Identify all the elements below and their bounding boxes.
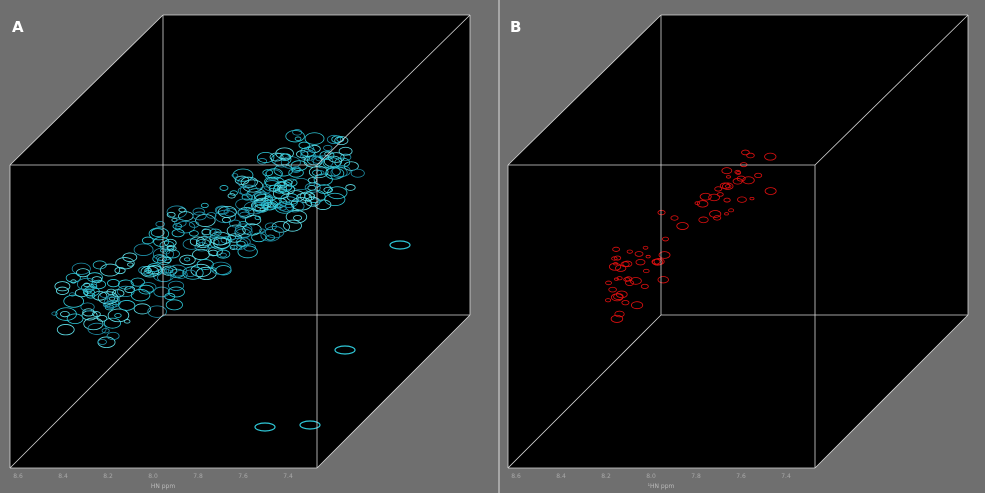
x-tick-label: 8.2 bbox=[103, 473, 113, 480]
x-tick-label: 8.6 bbox=[13, 473, 23, 480]
x-axis-label: HN ppm bbox=[151, 483, 176, 490]
x-tick-label: 8.0 bbox=[646, 473, 656, 480]
panel-label: B bbox=[510, 18, 521, 36]
figure: A 8.6 8.4 8.2 8.0 7.8 7.6 7.4 HN ppm B 8.6 8.4 8.2 8.… bbox=[0, 0, 985, 493]
x-tick-label: 7.4 bbox=[781, 473, 791, 480]
x-tick-label: 8.2 bbox=[601, 473, 611, 480]
panel-label: A bbox=[12, 18, 24, 36]
x-tick-label: 8.6 bbox=[511, 473, 521, 480]
x-tick-label: 7.8 bbox=[691, 473, 701, 480]
x-tick-label: 8.0 bbox=[148, 473, 158, 480]
x-axis-label: ¹HN ppm bbox=[648, 483, 675, 490]
x-tick-label: 7.6 bbox=[736, 473, 746, 480]
x-tick-label: 8.4 bbox=[556, 473, 566, 480]
x-tick-label: 7.6 bbox=[238, 473, 248, 480]
x-tick-label: 7.4 bbox=[283, 473, 293, 480]
x-tick-label: 7.8 bbox=[193, 473, 203, 480]
x-tick-label: 8.4 bbox=[58, 473, 68, 480]
